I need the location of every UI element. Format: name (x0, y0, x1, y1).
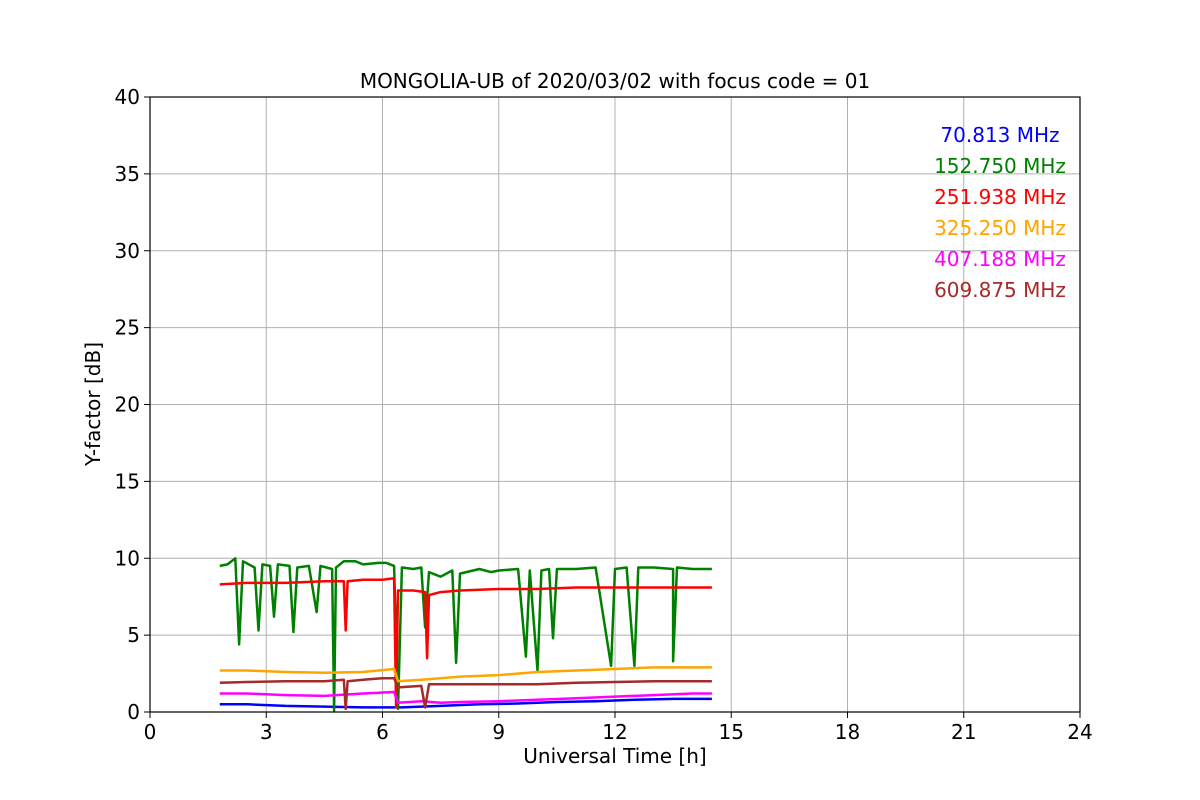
legend: 70.813 MHz 152.750 MHz 251.938 MHz 325.250 … (934, 123, 1066, 302)
x-tick-label: 0 (144, 720, 157, 744)
series-line-0 (219, 697, 712, 709)
x-axis-label: Universal Time [h] (523, 744, 706, 768)
y-tick-label: 10 (115, 546, 140, 570)
x-tick-label: 12 (602, 720, 627, 744)
series-line-1 (219, 557, 712, 712)
axis-ticks: 0 3 6 9 12 15 18 21 24 0 5 10 15 20 25 30 35 40 (115, 85, 1093, 744)
series-line-3 (219, 666, 712, 683)
y-axis-label: Y-factor [dB] (81, 342, 105, 467)
series-line-5 (219, 676, 712, 711)
legend-entry-4: 407.188 MHz (934, 247, 1066, 271)
legend-entry-3: 325.250 MHz (934, 216, 1066, 240)
y-tick-label: 25 (115, 316, 140, 340)
y-tick-label: 30 (115, 239, 140, 263)
series-lines (219, 557, 712, 712)
x-tick-label: 24 (1067, 720, 1092, 744)
y-tick-label: 40 (115, 85, 140, 109)
y-tick-label: 15 (115, 469, 140, 493)
x-tick-label: 15 (719, 720, 744, 744)
y-tick-label: 5 (127, 623, 140, 647)
y-tick-label: 0 (127, 700, 140, 724)
y-tick-label: 20 (115, 393, 140, 417)
legend-entry-2: 251.938 MHz (934, 185, 1066, 209)
legend-entry-1: 152.750 MHz (934, 154, 1066, 178)
legend-entry-5: 609.875 MHz (934, 278, 1066, 302)
x-tick-label: 6 (376, 720, 389, 744)
x-tick-label: 3 (260, 720, 273, 744)
x-tick-label: 18 (835, 720, 860, 744)
series-line-2 (219, 576, 712, 709)
x-tick-label: 21 (951, 720, 976, 744)
y-tick-label: 35 (115, 162, 140, 186)
series-line-4 (219, 690, 712, 705)
legend-entry-0: 70.813 MHz (940, 123, 1059, 147)
chart-title: MONGOLIA-UB of 2020/03/02 with focus cod… (360, 69, 870, 93)
x-tick-label: 9 (492, 720, 505, 744)
